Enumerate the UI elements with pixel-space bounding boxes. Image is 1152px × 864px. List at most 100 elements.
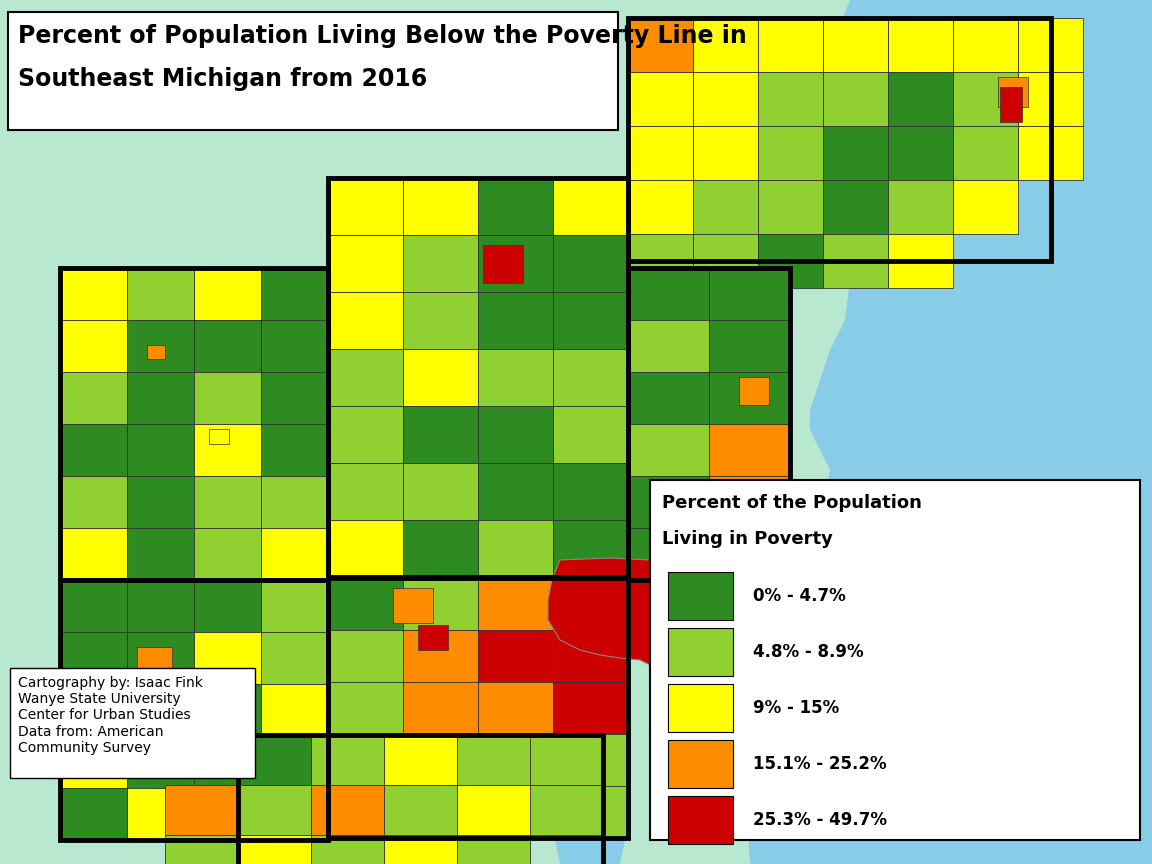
Bar: [328, 734, 403, 786]
Bar: [953, 72, 1018, 126]
Text: 0% - 4.7%: 0% - 4.7%: [753, 587, 846, 605]
Bar: [189, 692, 211, 712]
Bar: [668, 796, 733, 844]
Bar: [694, 72, 758, 126]
Bar: [209, 429, 229, 444]
Bar: [262, 372, 328, 424]
Bar: [478, 349, 553, 406]
Bar: [328, 463, 403, 520]
Bar: [823, 180, 888, 234]
Bar: [60, 684, 127, 736]
Bar: [328, 786, 403, 838]
Bar: [530, 785, 602, 835]
Bar: [262, 476, 328, 528]
Bar: [628, 268, 708, 320]
Bar: [328, 578, 628, 838]
Bar: [194, 476, 262, 528]
Bar: [553, 578, 628, 630]
Bar: [694, 234, 758, 288]
Bar: [888, 18, 953, 72]
Text: Percent of Population Living Below the Poverty Line in: Percent of Population Living Below the P…: [18, 24, 746, 48]
Bar: [758, 234, 823, 288]
Text: Living in Poverty: Living in Poverty: [662, 530, 833, 548]
Bar: [708, 320, 790, 372]
Bar: [262, 684, 328, 736]
Bar: [668, 740, 733, 788]
Bar: [403, 786, 478, 838]
Bar: [384, 785, 457, 835]
Bar: [60, 372, 127, 424]
Bar: [127, 372, 194, 424]
Bar: [553, 406, 628, 463]
Bar: [668, 684, 733, 732]
Bar: [194, 736, 262, 788]
Bar: [165, 785, 238, 835]
Bar: [194, 372, 262, 424]
Bar: [457, 785, 530, 835]
Bar: [403, 578, 478, 630]
Bar: [384, 735, 457, 785]
Bar: [165, 835, 238, 864]
Bar: [60, 268, 127, 320]
Bar: [328, 178, 403, 235]
Bar: [194, 580, 262, 632]
Bar: [194, 268, 262, 320]
Bar: [628, 372, 708, 424]
Bar: [668, 628, 733, 676]
Bar: [694, 126, 758, 180]
Bar: [628, 180, 694, 234]
Bar: [1018, 72, 1083, 126]
Bar: [553, 520, 628, 577]
Bar: [194, 528, 262, 580]
Bar: [60, 736, 127, 788]
Bar: [403, 292, 478, 349]
Bar: [403, 520, 478, 577]
Bar: [628, 268, 790, 580]
Text: Cartography by: Isaac Fink
Wanye State University
Center for Urban Studies
Data : Cartography by: Isaac Fink Wanye State U…: [18, 676, 203, 755]
Bar: [403, 734, 478, 786]
Bar: [888, 126, 953, 180]
Bar: [457, 835, 530, 864]
Bar: [738, 377, 770, 405]
Bar: [60, 580, 127, 632]
Bar: [10, 668, 255, 778]
Bar: [888, 180, 953, 234]
Bar: [238, 785, 311, 835]
Text: Southeast Michigan from 2016: Southeast Michigan from 2016: [18, 67, 427, 91]
Bar: [262, 528, 328, 580]
Bar: [953, 126, 1018, 180]
Text: 4.8% - 8.9%: 4.8% - 8.9%: [753, 643, 864, 661]
Bar: [628, 72, 694, 126]
Bar: [628, 424, 708, 476]
Bar: [998, 77, 1028, 107]
Bar: [328, 178, 628, 577]
Bar: [60, 268, 328, 580]
Bar: [823, 72, 888, 126]
Bar: [478, 463, 553, 520]
Bar: [553, 292, 628, 349]
Bar: [311, 735, 384, 785]
Bar: [478, 734, 553, 786]
Bar: [478, 235, 553, 292]
Text: 25.3% - 49.7%: 25.3% - 49.7%: [753, 811, 887, 829]
Text: 9% - 15%: 9% - 15%: [753, 699, 840, 717]
Bar: [127, 632, 194, 684]
Bar: [328, 235, 403, 292]
Bar: [1018, 18, 1083, 72]
Bar: [478, 406, 553, 463]
Bar: [553, 786, 628, 838]
Bar: [457, 735, 530, 785]
Bar: [953, 180, 1018, 234]
Bar: [758, 180, 823, 234]
Bar: [262, 632, 328, 684]
Bar: [328, 349, 403, 406]
Bar: [708, 268, 790, 320]
Bar: [194, 684, 262, 736]
Bar: [403, 349, 478, 406]
Bar: [650, 480, 1140, 840]
Bar: [478, 520, 553, 577]
Bar: [238, 735, 602, 864]
Bar: [694, 18, 758, 72]
Bar: [668, 572, 733, 620]
Bar: [553, 734, 628, 786]
